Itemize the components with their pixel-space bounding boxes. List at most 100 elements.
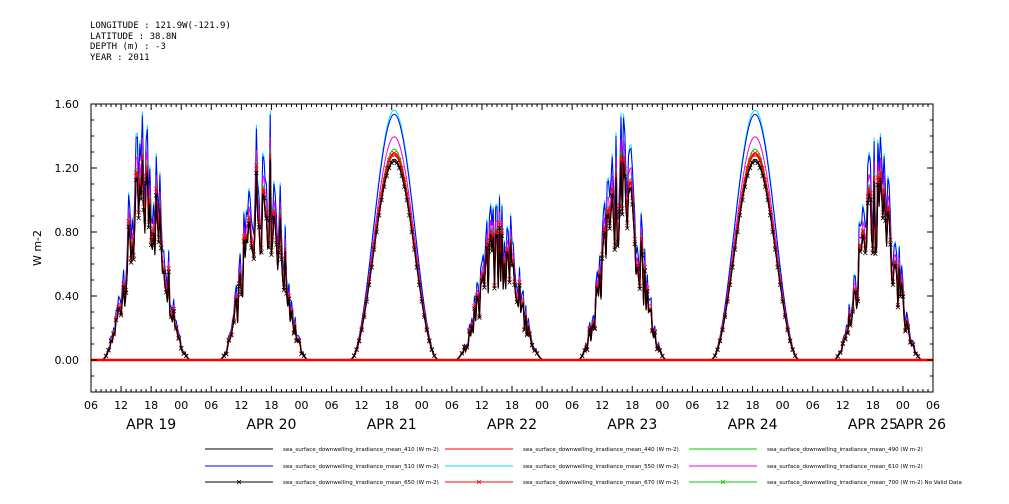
series-marker-6 xyxy=(424,327,430,333)
series-marker-6 xyxy=(399,173,405,179)
series-marker-6 xyxy=(404,197,410,203)
series-marker-6 xyxy=(128,260,134,265)
series-marker-6 xyxy=(244,238,249,244)
legend-label: sea_surface_downwelling_irradiance_mean_… xyxy=(283,464,439,470)
series-marker-6 xyxy=(474,295,480,300)
x-hour-label: 06 xyxy=(84,399,98,412)
series-marker-6 xyxy=(868,197,873,203)
series-marker-6 xyxy=(745,173,750,179)
series-marker-6 xyxy=(401,184,407,190)
series-marker-6 xyxy=(717,338,723,344)
series-marker-6 xyxy=(742,184,748,190)
series-marker-6 xyxy=(409,229,415,235)
legend-marker xyxy=(720,479,726,485)
series-marker-6 xyxy=(878,177,883,183)
series-marker-6 xyxy=(655,346,660,352)
series-marker-6 xyxy=(652,330,658,335)
series-marker-6 xyxy=(875,182,881,188)
series-marker-6 xyxy=(364,299,369,304)
series-marker-6 xyxy=(492,286,497,291)
series-marker-6 xyxy=(354,347,359,353)
longitude-text: LONGITUDE : 121.9W(-121.9) xyxy=(90,21,231,31)
series-marker-6 xyxy=(359,327,364,333)
series-marker-6 xyxy=(910,342,916,348)
series-marker-6 xyxy=(614,243,620,249)
series-marker-6 xyxy=(136,215,141,221)
series-marker-6 xyxy=(469,323,475,329)
series-marker-6 xyxy=(855,298,861,304)
series-marker-6 xyxy=(153,193,159,198)
metadata-block: LONGITUDE : 121.9W(-121.9) LATITUDE : 38.… xyxy=(90,21,231,63)
series-marker-6 xyxy=(274,242,279,248)
x-hour-label: 06 xyxy=(565,399,579,412)
series-marker-6 xyxy=(727,282,733,288)
series-marker-6 xyxy=(762,184,768,190)
series-marker-6 xyxy=(254,170,259,176)
series-marker-6 xyxy=(266,245,272,250)
series-marker-6 xyxy=(296,338,302,344)
y-axis-label: W m-2 xyxy=(31,230,44,266)
series-marker-6 xyxy=(133,177,139,183)
year-text: YEAR : 2011 xyxy=(90,52,150,63)
y-tick-label: 1.60 xyxy=(55,98,80,111)
x-hour-label: 18 xyxy=(505,399,519,412)
y-tick-label: 0.00 xyxy=(55,354,80,367)
series-marker-6 xyxy=(787,338,793,344)
series-marker-6 xyxy=(249,245,254,251)
series-marker-6 xyxy=(619,212,625,217)
series-marker-6 xyxy=(226,338,232,343)
series-marker-6 xyxy=(760,173,765,179)
series-marker-6 xyxy=(780,299,785,304)
series-marker-6 xyxy=(384,173,389,179)
x-hour-label: 12 xyxy=(475,399,489,412)
legend-label: sea_surface_downwelling_irradiance_mean_… xyxy=(767,480,962,486)
series-marker-6 xyxy=(512,282,517,288)
x-day-label: APR 20 xyxy=(246,417,296,433)
x-hour-label: 00 xyxy=(295,399,309,412)
series-marker-7 xyxy=(171,306,176,312)
series-marker-6 xyxy=(597,273,602,279)
series-marker-6 xyxy=(660,353,665,359)
series-marker-6 xyxy=(389,160,394,166)
series-marker-6 xyxy=(394,160,400,166)
series-marker-6 xyxy=(361,314,367,320)
series-marker-6 xyxy=(624,225,630,231)
series-marker-6 xyxy=(464,345,470,350)
series-marker-6 xyxy=(519,304,525,309)
x-day-label: APR 26 xyxy=(896,417,946,433)
series-marker-6 xyxy=(156,239,161,245)
series-marker-7 xyxy=(126,218,131,224)
series-marker-6 xyxy=(467,329,472,334)
series-marker-6 xyxy=(487,243,492,248)
x-hour-label: 00 xyxy=(415,399,429,412)
series-marker-6 xyxy=(276,250,282,255)
series-marker-6 xyxy=(422,314,427,320)
series-marker-6 xyxy=(890,282,896,287)
series-marker-6 xyxy=(845,331,851,336)
x-hour-label: 06 xyxy=(325,399,339,412)
series-marker-6 xyxy=(158,245,164,251)
x-hour-label: 06 xyxy=(445,399,459,412)
x-hour-label: 00 xyxy=(655,399,669,412)
series-marker-6 xyxy=(351,353,357,359)
series-marker-6 xyxy=(885,211,891,216)
series-marker-6 xyxy=(256,224,262,230)
x-hour-label: 12 xyxy=(836,399,850,412)
series-marker-6 xyxy=(171,308,176,314)
series-marker-6 xyxy=(850,309,856,314)
series-marker-6 xyxy=(301,353,307,359)
series-marker-6 xyxy=(269,252,274,258)
series-marker-6 xyxy=(477,315,482,320)
series-marker-6 xyxy=(853,290,858,295)
series-marker-6 xyxy=(148,242,154,248)
series-marker-6 xyxy=(429,347,435,353)
series-marker-6 xyxy=(239,292,244,297)
series-line-6 xyxy=(91,160,933,361)
series-marker-6 xyxy=(840,341,846,347)
x-hour-label: 18 xyxy=(144,399,158,412)
series-marker-6 xyxy=(106,348,111,353)
series-marker-6 xyxy=(146,225,151,230)
series-marker-6 xyxy=(645,288,650,294)
series-marker-6 xyxy=(647,308,653,314)
x-hour-label: 12 xyxy=(355,399,369,412)
